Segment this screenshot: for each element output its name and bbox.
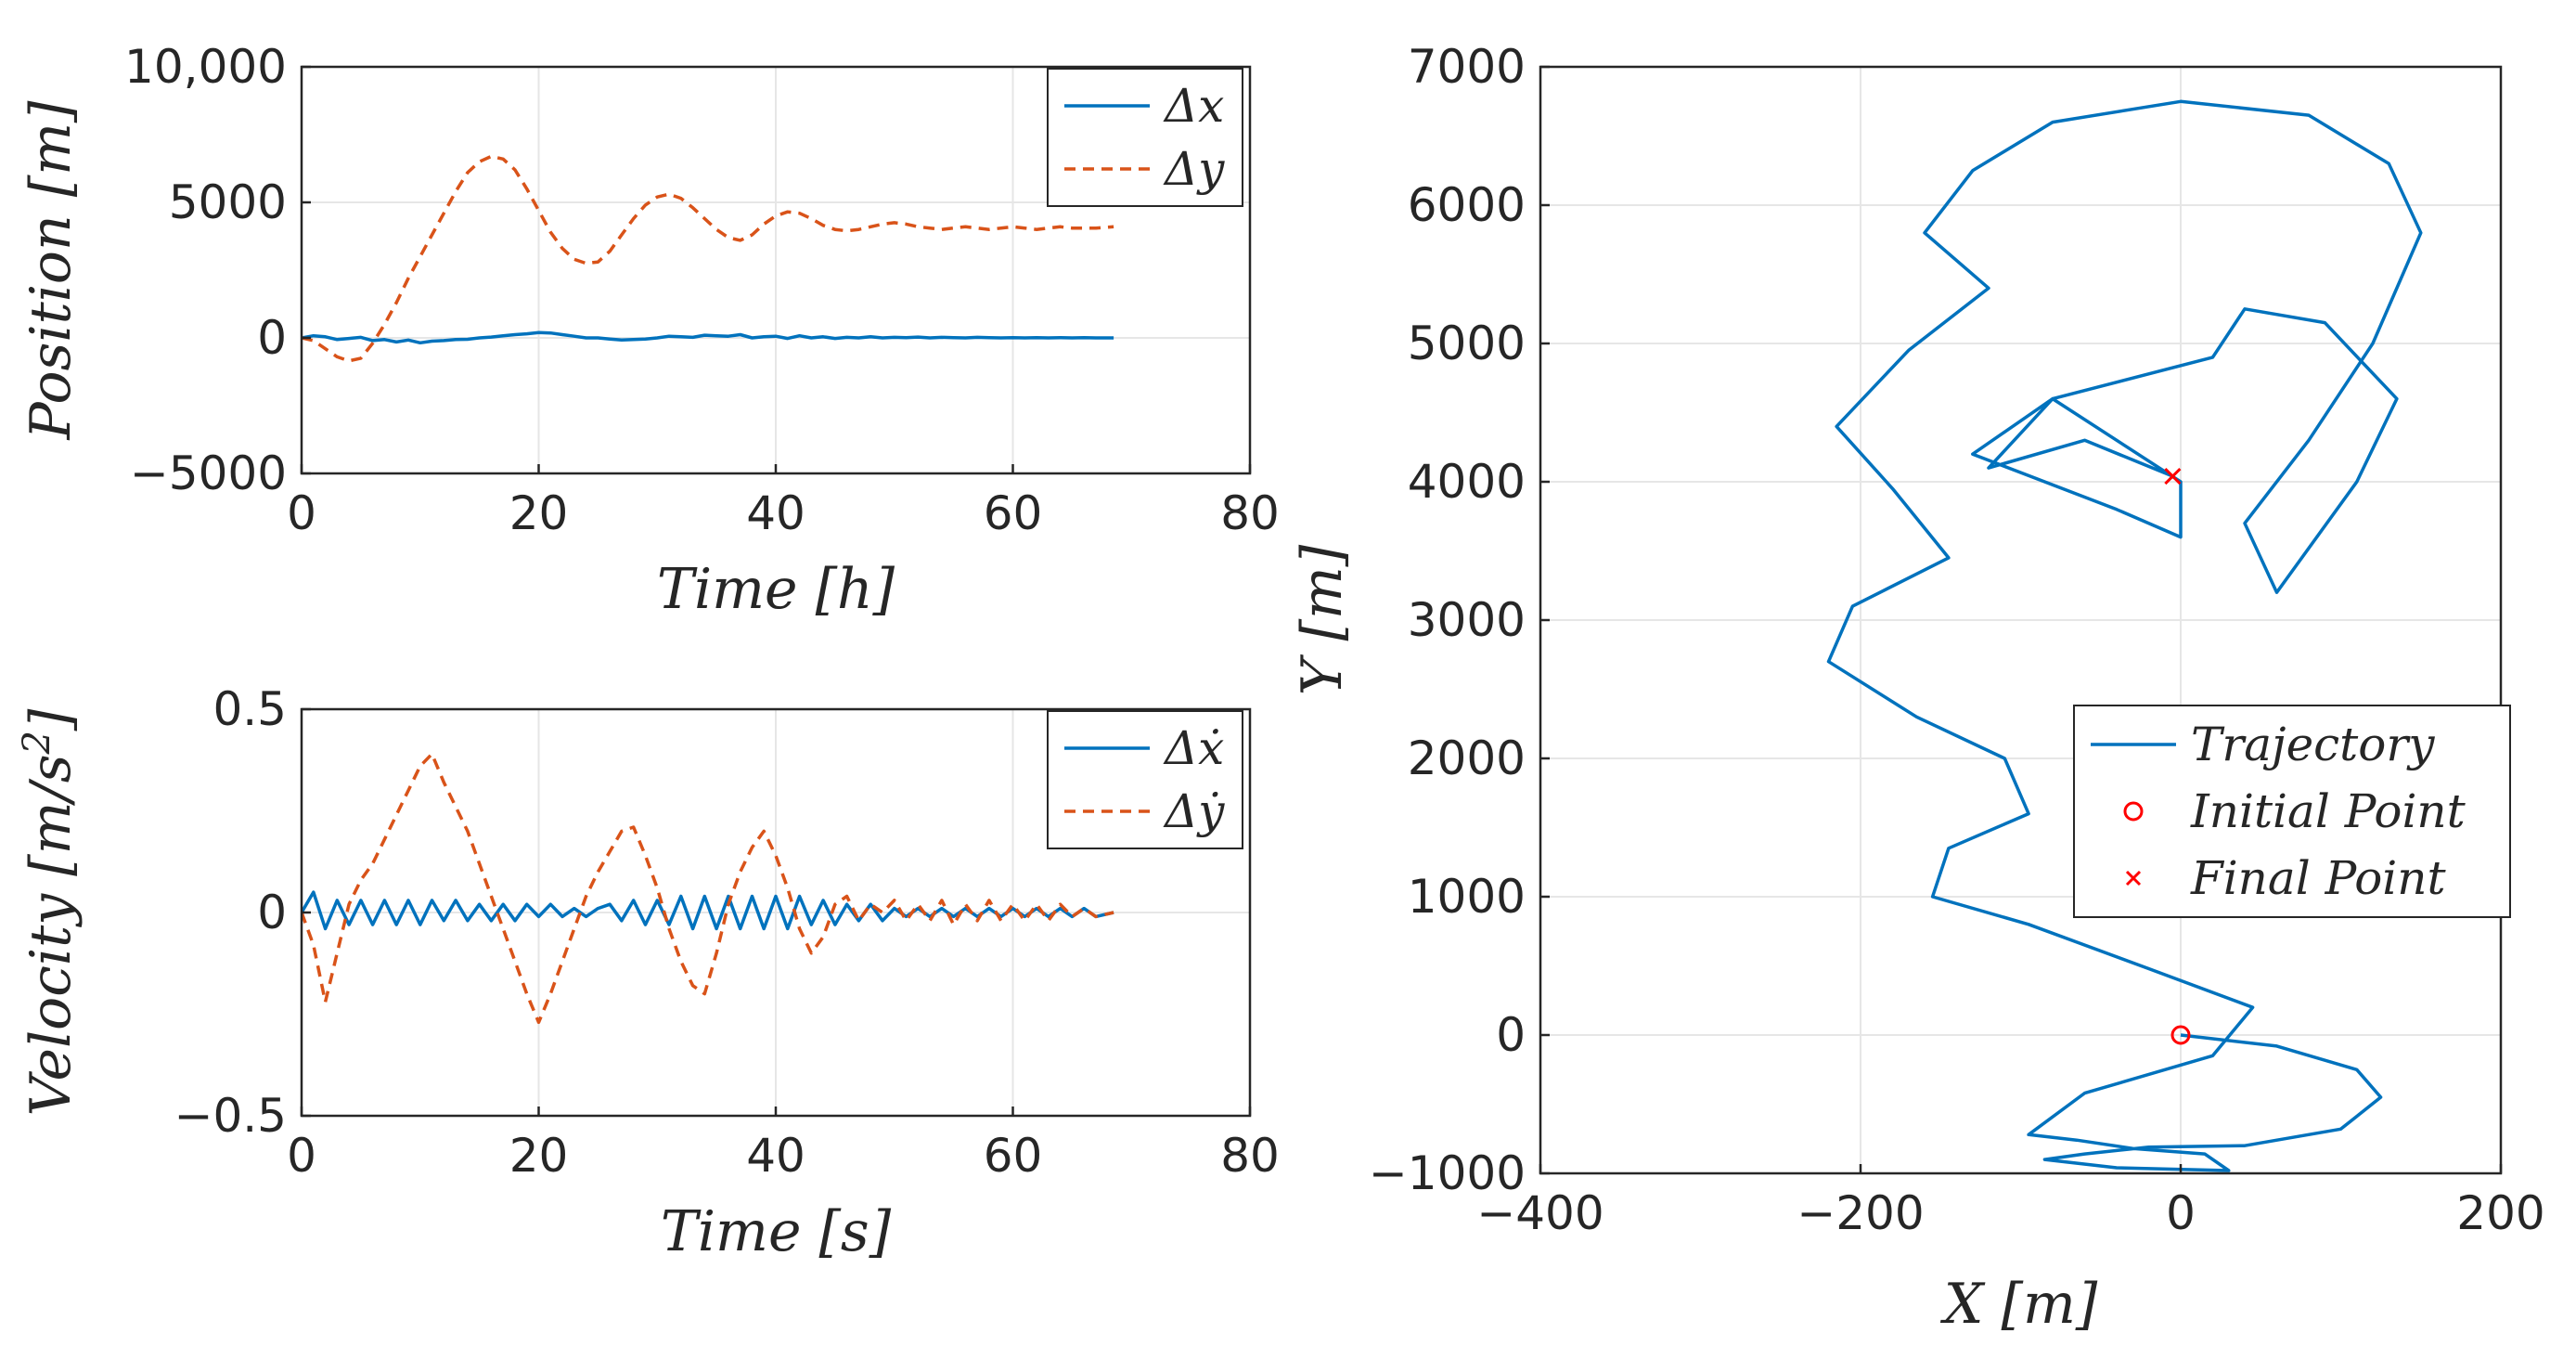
y-tick-label: 0 <box>1496 1008 1526 1062</box>
y-axis-label-superscript: 2 <box>16 731 58 755</box>
y-tick-label: 4000 <box>1408 455 1526 509</box>
x-tick-label: 60 <box>984 486 1043 540</box>
y-axis-label: Position [m] <box>19 100 84 440</box>
legend: Trajectory Initial Point Final Point <box>2073 705 2511 918</box>
legend-label: Final Point <box>2190 851 2446 905</box>
x-tick-label: 20 <box>509 1129 569 1183</box>
y-axis-label: Velocity [m/s2] <box>16 708 84 1116</box>
series-line-1 <box>302 752 1114 1025</box>
series-line-0 <box>302 330 1114 345</box>
x-tick-label: −200 <box>1797 1186 1924 1240</box>
y-tick-label: −0.5 <box>174 1089 287 1143</box>
legend-label: Δẏ <box>1163 784 1225 838</box>
legend-box <box>1047 68 1243 207</box>
x-axis-label: Time [h] <box>657 557 895 622</box>
legend-label: Δy <box>1163 142 1225 196</box>
legend: Δx Δy <box>1047 68 1243 207</box>
x-tick-label: 200 <box>2456 1186 2544 1240</box>
x-tick-label: −400 <box>1476 1186 1604 1240</box>
x-tick-label: 0 <box>287 486 316 540</box>
plot-area <box>1826 99 2423 1172</box>
y-tick-label: 0 <box>257 886 287 939</box>
x-axis-label: X [m] <box>1940 1272 2098 1337</box>
legend-symbol-final-point <box>2125 870 2142 887</box>
x-tick-label: 60 <box>984 1129 1043 1183</box>
plot-area <box>302 154 1114 363</box>
x-tick-label: 20 <box>509 486 569 540</box>
y-tick-label: −1000 <box>1369 1146 1526 1200</box>
legend-label: Initial Point <box>2190 784 2467 838</box>
initial-point-marker <box>2170 1025 2191 1045</box>
legend-label: Trajectory <box>2191 718 2435 771</box>
x-tick-label: 80 <box>1220 1129 1280 1183</box>
y-tick-label: 5000 <box>1408 317 1526 370</box>
final-point-marker <box>2164 467 2182 485</box>
legend: Δẋ Δẏ <box>1047 710 1243 849</box>
y-tick-label: 6000 <box>1408 178 1526 232</box>
legend-label: Δx <box>1163 79 1224 133</box>
x-tick-label: 40 <box>746 1129 805 1183</box>
y-tick-label: −5000 <box>130 447 287 500</box>
y-tick-label: 0.5 <box>213 682 287 736</box>
y-tick-label: 7000 <box>1408 40 1526 94</box>
y-tick-label: 1000 <box>1408 870 1526 924</box>
x-tick-label: 80 <box>1220 486 1280 540</box>
legend-label: Δẋ <box>1163 721 1224 775</box>
x-tick-label: 0 <box>287 1129 316 1183</box>
y-tick-label: 10,000 <box>124 40 287 94</box>
series-line-0 <box>1826 99 2423 1172</box>
y-tick-label: 5000 <box>169 175 287 229</box>
y-tick-label: 0 <box>257 311 287 365</box>
legend-box <box>2073 705 2511 918</box>
y-axis-label: Y [m] <box>1290 544 1355 695</box>
trajectory-axes: −400 −200 0 200 −1000 0 1000 2000 3000 4000 5000 60… <box>1290 40 2545 1337</box>
legend-symbol-initial-point <box>2123 801 2144 822</box>
y-axis-label-end: ] <box>19 708 84 731</box>
y-axis-label-main: Velocity [m/s <box>19 755 84 1117</box>
x-axis-label: Time [s] <box>661 1199 892 1264</box>
series-line-0 <box>302 890 1114 931</box>
y-tick-label: 2000 <box>1408 731 1526 785</box>
y-tick-label: 3000 <box>1408 593 1526 647</box>
legend-box <box>1047 710 1243 849</box>
x-tick-label: 0 <box>2166 1186 2196 1240</box>
series-line-1 <box>302 154 1114 363</box>
plot-area <box>302 752 1114 1025</box>
x-tick-label: 40 <box>746 486 805 540</box>
